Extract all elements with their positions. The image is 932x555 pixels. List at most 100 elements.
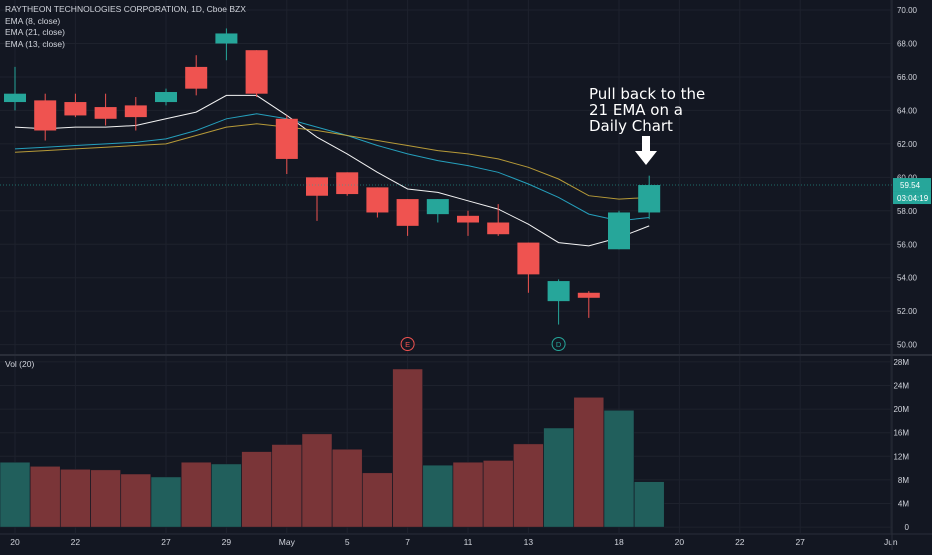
indicator-ema13[interactable]: EMA (13, close) (5, 38, 65, 49)
price-tick-label: 56.00 (897, 240, 918, 249)
volume-bar (482, 460, 514, 528)
candle-body (275, 118, 298, 159)
volume-tick-label: 4M (898, 500, 909, 509)
candle-body (64, 102, 87, 116)
chart-legend: RAYTHEON TECHNOLOGIES CORPORATION, 1D, C… (5, 4, 246, 50)
price-tick-label: 68.00 (897, 39, 918, 48)
volume-bar (392, 368, 423, 528)
event-marker-label: D (556, 340, 562, 349)
candle-body (336, 172, 359, 195)
countdown-badge (893, 191, 931, 205)
candle-body (306, 177, 328, 196)
last-price-badge (893, 178, 931, 192)
volume-tick-label: 24M (893, 382, 909, 391)
volume-bar (90, 469, 121, 528)
price-tick-label: 50.00 (897, 341, 918, 350)
candle-body (4, 93, 26, 103)
annotation-text: Pull back to the 21 EMA on a Daily Chart (589, 86, 705, 134)
last-price-value: 59.54 (900, 181, 921, 190)
ema-lines (14, 94, 650, 247)
volume-bar (211, 463, 242, 528)
volume-tick-label: 0 (905, 523, 910, 532)
event-marker-circle (551, 337, 566, 351)
volume-tick-label: 28M (893, 358, 909, 367)
x-tick-label: 18 (614, 537, 624, 547)
x-tick-label: 29 (222, 537, 232, 547)
x-tick-label: 22 (735, 537, 745, 547)
volume-tick-label: 16M (893, 429, 909, 438)
x-tick-label: 27 (161, 537, 171, 547)
candle-body (608, 212, 630, 250)
candle-body (215, 33, 238, 44)
countdown-value: 03:04:19 (897, 194, 929, 203)
candlesticks (4, 28, 661, 325)
ema-line-3 (14, 123, 650, 200)
candle-body (185, 66, 208, 89)
arrow-down-icon (635, 136, 657, 165)
x-tick-label: 5 (345, 537, 350, 547)
annotation-line-2: 21 EMA on a (589, 101, 683, 119)
event-marker-label: E (405, 340, 410, 349)
volume-bar (331, 448, 363, 528)
candle-body (155, 92, 177, 103)
volume-bar (60, 469, 91, 528)
candle-body (34, 100, 57, 131)
indicator-ema21[interactable]: EMA (21, close) (5, 27, 65, 37)
volume-bar (603, 410, 635, 528)
x-tick-label: 7 (405, 537, 410, 547)
x-tick-label: 20 (675, 537, 685, 547)
price-tick-label: 64.00 (897, 106, 918, 115)
volume-bar (180, 461, 212, 528)
candle-body (457, 215, 479, 223)
price-tick-label: 60.00 (897, 173, 918, 182)
volume-bar (150, 476, 182, 528)
volume-bar (301, 433, 333, 528)
candle-body (487, 222, 510, 235)
volume-bar (422, 464, 454, 528)
candle-body (547, 281, 570, 302)
price-tick-label: 54.00 (897, 274, 918, 283)
ema-line-2 (14, 113, 650, 222)
price-tick-label: 66.00 (897, 73, 918, 82)
volume-tick-label: 20M (893, 405, 909, 414)
volume-bar (543, 427, 574, 528)
candle-body (426, 199, 449, 215)
x-tick-label: 13 (524, 537, 534, 547)
volume-bar (633, 481, 665, 528)
volume-bar (120, 473, 152, 528)
volume-bar (271, 444, 303, 528)
price-tick-label: 52.00 (897, 307, 918, 316)
candle-body (124, 105, 147, 118)
x-tick-label: May (279, 537, 296, 547)
volume-tick-label: 8M (898, 476, 909, 485)
volume-bar (513, 443, 544, 528)
volume-bar (29, 466, 61, 528)
symbol-title[interactable]: RAYTHEON TECHNOLOGIES CORPORATION, 1D, C… (5, 4, 246, 14)
indicator-ema8[interactable]: EMA (8, close) (5, 15, 61, 26)
volume-bars (0, 368, 665, 528)
candle-body (366, 187, 389, 213)
volume-legend[interactable]: Vol (20) (5, 359, 35, 369)
candle-body (94, 107, 117, 119)
annotation-arrow (635, 136, 657, 165)
grid-layer (0, 0, 892, 533)
price-badges: 59.54 03:04:19 (0, 178, 931, 205)
volume-bar (241, 451, 272, 528)
candle-body (638, 185, 661, 213)
volume-bar (452, 461, 484, 528)
x-tick-label: Jun (884, 537, 898, 547)
annotation-line-1: Pull back to the (589, 85, 706, 103)
event-marker-circle (400, 337, 415, 351)
volume-tick-label: 12M (893, 452, 909, 461)
x-tick-label: 22 (71, 537, 81, 547)
candle-body (396, 199, 419, 226)
volume-bar (362, 472, 393, 528)
volume-bar (573, 397, 605, 528)
volume-bar (0, 461, 31, 528)
candle-body (245, 50, 268, 94)
price-tick-label: 62.00 (897, 140, 918, 149)
